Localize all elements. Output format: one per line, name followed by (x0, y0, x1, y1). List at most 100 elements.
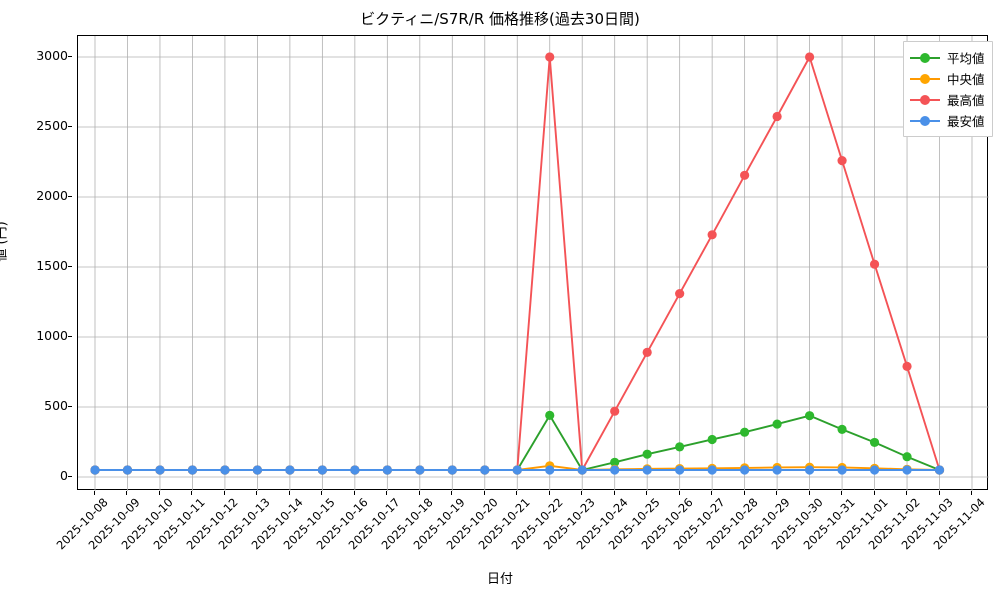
data-point (642, 465, 652, 475)
data-point (447, 465, 457, 475)
series-layer (90, 52, 945, 475)
legend-item-3[interactable]: 最高値 (910, 89, 985, 110)
x-tick-mark (126, 491, 128, 495)
x-tick-mark (743, 491, 745, 495)
x-axis-label: 日付 (486, 572, 513, 587)
x-tick-mark (873, 491, 875, 495)
y-tick-label: 0 (60, 468, 68, 483)
x-tick-mark (386, 491, 388, 495)
y-tick-label: 1000 (36, 328, 68, 343)
data-point (577, 465, 587, 475)
data-point (545, 410, 555, 420)
data-point (707, 434, 717, 445)
y-tick-label-group: 0 500 1000 1500 2000 2500 3000 (0, 35, 72, 490)
chart-title: ビクティニ/S7R/R 価格推移(過去30日間) (360, 10, 640, 28)
x-tick-mark (678, 491, 680, 495)
legend-item-1[interactable]: 平均値 (910, 47, 985, 68)
data-point (902, 452, 912, 462)
y-tick-label: 500 (44, 398, 68, 413)
x-tick-mark (581, 491, 583, 495)
data-point (934, 465, 945, 475)
data-point (869, 437, 880, 448)
x-tick-mark (646, 491, 648, 495)
legend-label: 平均値 (947, 51, 985, 66)
x-tick-mark (223, 491, 225, 495)
x-tick-mark (483, 491, 485, 495)
y-tick-mark (68, 266, 72, 267)
data-point (869, 465, 880, 475)
legend-swatch-icon (910, 93, 940, 107)
data-point (415, 465, 425, 475)
x-tick-mark (711, 491, 713, 495)
x-tick-mark (94, 491, 95, 495)
x-tick-mark (158, 491, 160, 495)
y-tick-mark (68, 336, 72, 337)
data-point (837, 156, 847, 166)
chart-legend: 平均値中央値最高値 最安値 (903, 41, 993, 137)
data-point (317, 465, 327, 475)
y-tick-label: 3000 (36, 48, 68, 63)
y-tick-mark (68, 406, 72, 407)
data-point (285, 465, 295, 475)
x-tick-mark (288, 491, 290, 495)
x-tick-mark (256, 491, 258, 495)
x-tick-mark (516, 491, 518, 495)
x-tick-mark (776, 491, 778, 495)
series-4 (90, 465, 945, 475)
plot-svg (78, 36, 989, 491)
data-point (155, 465, 165, 475)
data-point (675, 289, 685, 299)
x-tick-mark (321, 491, 323, 495)
data-point (740, 465, 750, 475)
data-point (772, 465, 782, 475)
data-point (382, 465, 392, 475)
data-point (902, 361, 912, 371)
y-tick-mark (68, 56, 72, 57)
legend-swatch-icon (910, 114, 940, 128)
data-point (480, 465, 490, 475)
y-tick-mark (68, 126, 72, 127)
legend-label: 中央値 (947, 72, 985, 87)
data-point (610, 406, 620, 416)
data-point (610, 457, 620, 467)
x-tick-mark (841, 491, 843, 495)
legend-swatch-icon (910, 51, 940, 65)
data-point (804, 465, 815, 475)
data-point (772, 419, 782, 429)
data-point (740, 170, 750, 180)
plot-area (77, 35, 989, 491)
x-tick-mark (938, 491, 940, 495)
data-point (220, 465, 230, 475)
y-tick-mark (68, 476, 72, 477)
data-point (675, 465, 685, 475)
x-tick-mark (548, 491, 550, 495)
data-point (187, 465, 198, 475)
x-tick-mark (613, 491, 615, 495)
data-point (707, 230, 717, 240)
x-tick-mark (191, 491, 193, 495)
legend-item-2[interactable]: 中央値 (910, 68, 985, 89)
x-tick-mark (906, 491, 908, 495)
y-tick-mark (68, 196, 72, 197)
data-point (869, 259, 880, 269)
data-point (350, 465, 360, 475)
data-point (610, 465, 620, 475)
x-tick-mark (971, 491, 972, 495)
data-point (90, 465, 100, 475)
y-tick-label: 2000 (36, 188, 68, 203)
data-point (837, 424, 847, 434)
data-point (512, 465, 522, 475)
data-point (642, 347, 652, 357)
data-point (122, 465, 133, 475)
legend-item-4[interactable]: 最安値 (910, 110, 985, 131)
grid-layer (78, 36, 989, 491)
data-point (545, 465, 555, 475)
x-tick-label-group: 2025-10-08 2025-10-09 2025-10-10 2025-10-11… (54, 491, 988, 566)
data-point (902, 465, 912, 475)
data-point (837, 465, 847, 475)
legend-swatch-icon (910, 72, 940, 86)
data-point (804, 411, 815, 421)
x-tick-mark (808, 491, 810, 495)
y-tick-label: 2500 (36, 118, 68, 133)
x-tick-mark (353, 491, 355, 495)
